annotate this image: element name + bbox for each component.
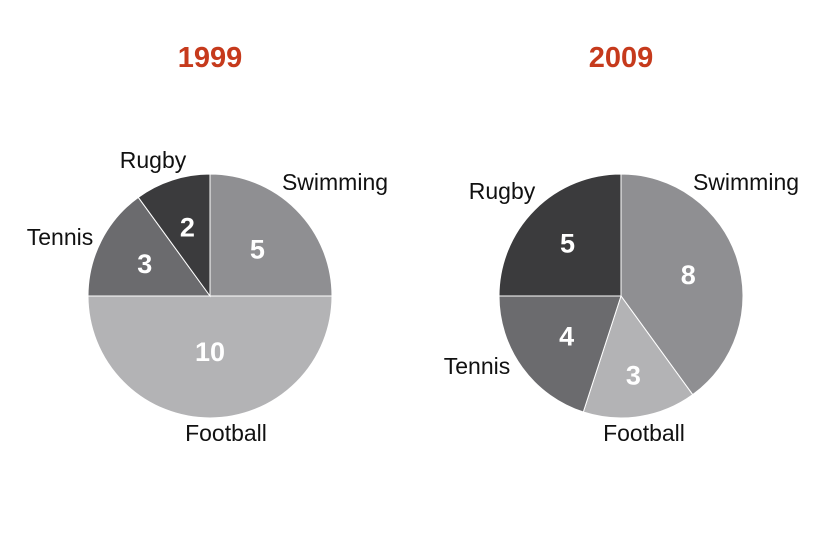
- pie-slice-tennis: [498, 295, 622, 413]
- slice-value-rugby: 5: [560, 229, 575, 259]
- slice-value-swimming: 8: [681, 260, 696, 290]
- pie-slice-football: [87, 295, 333, 419]
- slice-label-rugby: Rugby: [120, 147, 187, 173]
- slice-values: 8 3 4 5: [559, 229, 696, 391]
- pie-slice-rugby: [137, 173, 211, 298]
- pie-slices: [87, 173, 333, 419]
- pie-slices: [498, 173, 744, 419]
- slice-label-tennis: Tennis: [444, 353, 510, 379]
- slice-label-tennis: Tennis: [27, 224, 93, 250]
- slice-label-swimming: Swimming: [693, 169, 799, 195]
- slice-label-football: Football: [185, 420, 267, 446]
- slice-labels: Swimming Football Tennis Rugby: [27, 147, 388, 446]
- slice-value-football: 10: [195, 337, 225, 367]
- pie-slice-tennis: [87, 196, 211, 297]
- slice-label-swimming: Swimming: [282, 169, 388, 195]
- slice-label-rugby: Rugby: [469, 178, 536, 204]
- chart-title: 1999: [178, 42, 243, 74]
- pie-chart-2009: 2009 8 3 4 5 Swimming Football Tennis Rugby: [444, 42, 799, 446]
- slice-labels: Swimming Football Tennis Rugby: [444, 169, 799, 446]
- slice-value-swimming: 5: [250, 235, 265, 265]
- slice-value-tennis: 3: [137, 249, 152, 279]
- slice-value-rugby: 2: [180, 212, 195, 242]
- pie-chart-1999: 1999 5 10 32 Swimming Football Tennis Rugby: [27, 42, 388, 446]
- slice-values: 5 10 32: [137, 212, 265, 367]
- chart-title: 2009: [589, 42, 654, 74]
- slice-value-football: 3: [626, 360, 641, 390]
- pie-slice-swimming: [209, 173, 333, 297]
- pie-slice-rugby: [498, 173, 622, 297]
- slice-label-football: Football: [603, 420, 685, 446]
- slice-value-tennis: 4: [559, 321, 574, 351]
- pie-slice-football: [582, 294, 694, 419]
- pie-slice-swimming: [620, 173, 744, 396]
